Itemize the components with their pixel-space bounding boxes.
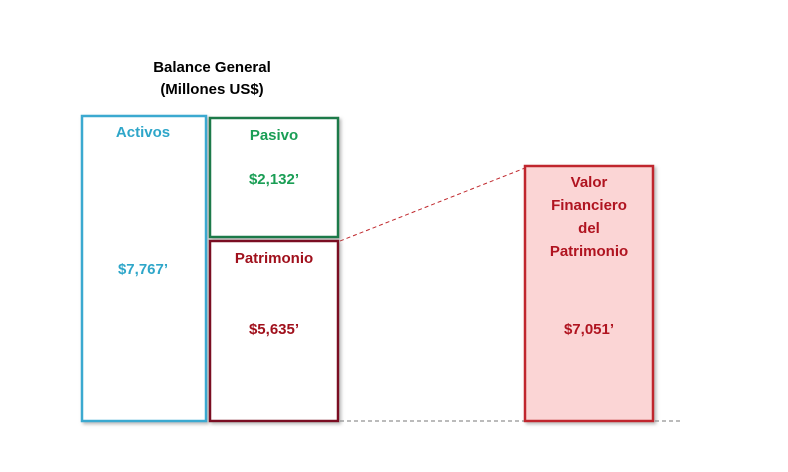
pasivo-label: Pasivo xyxy=(250,127,298,144)
activos-box xyxy=(80,114,208,423)
patrimonio-label: Patrimonio xyxy=(235,250,313,267)
valor-label: del xyxy=(578,220,600,237)
valor-box xyxy=(523,164,655,423)
patrimonio-value: $5,635’ xyxy=(249,321,299,338)
pasivo-box xyxy=(208,116,340,239)
valor-label: Financiero xyxy=(551,197,627,214)
patrimonio-box xyxy=(208,239,340,423)
valor-value: $7,051’ xyxy=(564,321,614,338)
activos-label: Activos xyxy=(116,124,170,141)
valor-label: Patrimonio xyxy=(550,243,628,260)
connector xyxy=(339,167,526,242)
subtitle: (Millones US$) xyxy=(160,81,263,98)
pasivo-value: $2,132’ xyxy=(249,171,299,188)
title: Balance General xyxy=(153,59,271,76)
valor-label: Valor xyxy=(571,174,608,191)
activos-value: $7,767’ xyxy=(118,261,168,278)
